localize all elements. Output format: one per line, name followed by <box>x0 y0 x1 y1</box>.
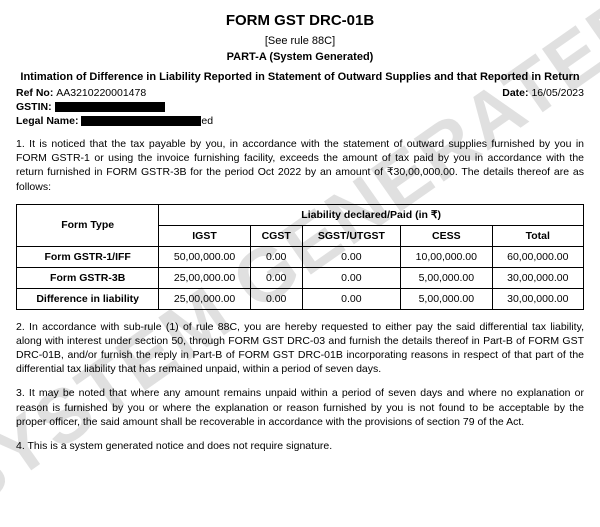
liability-table: Form Type Liability declared/Paid (in ₹)… <box>16 204 584 310</box>
table-row: Form GSTR-3B 25,00,000.00 0.00 0.00 5,00… <box>17 267 584 288</box>
paragraph-4: 4. This is a system generated notice and… <box>16 439 584 453</box>
table-header-row-1: Form Type Liability declared/Paid (in ₹) <box>17 204 584 225</box>
ref-label: Ref No: <box>16 87 56 99</box>
cell: 0.00 <box>250 267 302 288</box>
date-value: 16/05/2023 <box>531 87 584 99</box>
row-label: Form GSTR-3B <box>17 267 159 288</box>
cell: 10,00,000.00 <box>401 246 492 267</box>
intimation-heading: Intimation of Difference in Liability Re… <box>16 71 584 83</box>
cell: 30,00,000.00 <box>492 267 583 288</box>
th-cess: CESS <box>401 225 492 246</box>
cell: 30,00,000.00 <box>492 288 583 309</box>
rule-ref: [See rule 88C] <box>16 35 584 47</box>
row-label: Difference in liability <box>17 288 159 309</box>
cell: 0.00 <box>250 288 302 309</box>
th-liability: Liability declared/Paid (in ₹) <box>159 204 584 225</box>
cell: 60,00,000.00 <box>492 246 583 267</box>
cell: 0.00 <box>302 267 401 288</box>
th-sgst: SGST/UTGST <box>302 225 401 246</box>
legal-redacted <box>81 116 201 126</box>
cell: 25,00,000.00 <box>159 267 250 288</box>
gstin-redacted <box>55 102 165 112</box>
legal-name: Legal Name: ed <box>16 115 213 127</box>
cell: 0.00 <box>302 288 401 309</box>
document-body: FORM GST DRC-01B [See rule 88C] PART-A (… <box>16 12 584 453</box>
cell: 5,00,000.00 <box>401 267 492 288</box>
date: Date: 16/05/2023 <box>502 87 584 99</box>
th-formtype: Form Type <box>17 204 159 246</box>
legal-suffix: ed <box>201 115 213 127</box>
cell: 50,00,000.00 <box>159 246 250 267</box>
paragraph-2: 2. In accordance with sub-rule (1) of ru… <box>16 320 584 377</box>
table-row: Difference in liability 25,00,000.00 0.0… <box>17 288 584 309</box>
th-total: Total <box>492 225 583 246</box>
paragraph-1: 1. It is noticed that the tax payable by… <box>16 137 584 194</box>
ref-no: Ref No: AA3210220001478 <box>16 87 146 99</box>
cell: 5,00,000.00 <box>401 288 492 309</box>
th-igst: IGST <box>159 225 250 246</box>
paragraph-3: 3. It may be noted that where any amount… <box>16 386 584 429</box>
part-label: PART-A (System Generated) <box>16 51 584 63</box>
cell: 25,00,000.00 <box>159 288 250 309</box>
gstin: GSTIN: <box>16 101 165 113</box>
meta-row-legal: Legal Name: ed <box>16 115 584 127</box>
meta-row-ref-date: Ref No: AA3210220001478 Date: 16/05/2023 <box>16 87 584 99</box>
meta-row-gstin: GSTIN: <box>16 101 584 113</box>
ref-value: AA3210220001478 <box>56 87 146 99</box>
legal-label: Legal Name: <box>16 115 81 127</box>
row-label: Form GSTR-1/IFF <box>17 246 159 267</box>
th-cgst: CGST <box>250 225 302 246</box>
date-label: Date: <box>502 87 531 99</box>
table-row: Form GSTR-1/IFF 50,00,000.00 0.00 0.00 1… <box>17 246 584 267</box>
cell: 0.00 <box>302 246 401 267</box>
cell: 0.00 <box>250 246 302 267</box>
form-title: FORM GST DRC-01B <box>16 12 584 29</box>
gstin-label: GSTIN: <box>16 101 55 113</box>
